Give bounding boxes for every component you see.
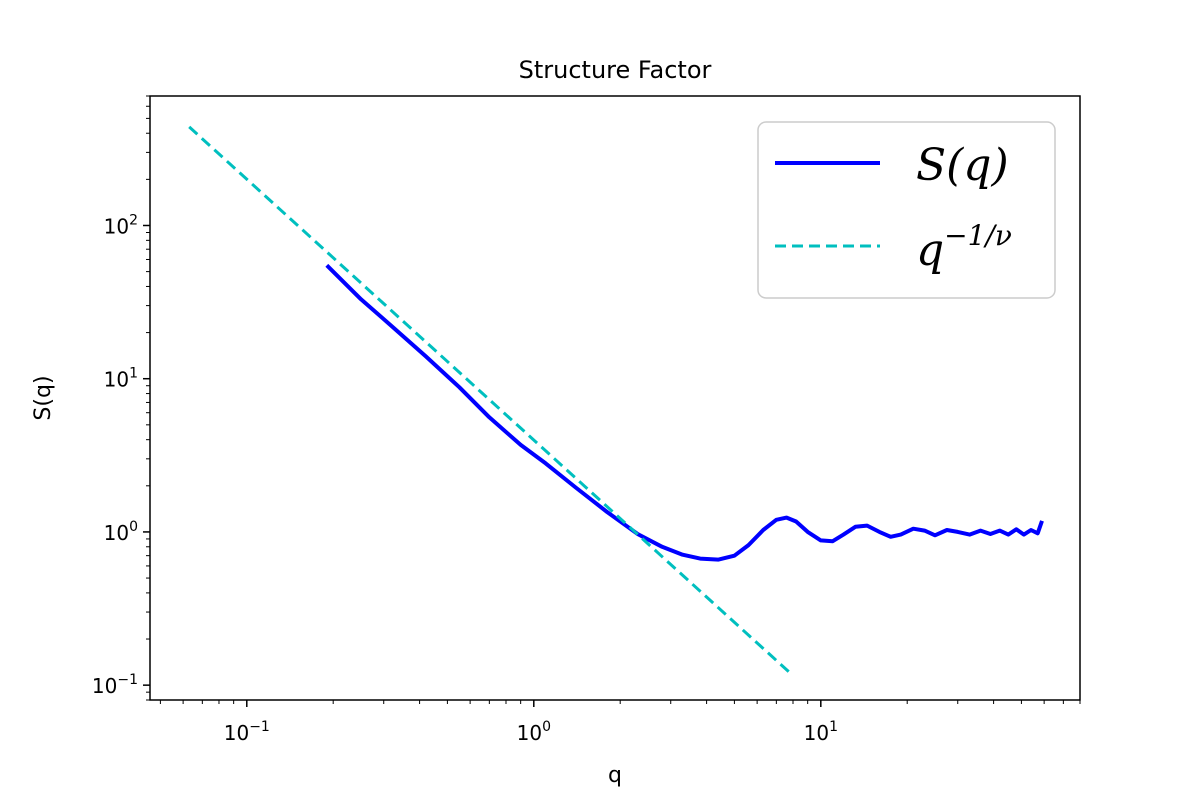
x-tick-label-10-0: 100 (517, 719, 551, 745)
chart-title: Structure Factor (519, 56, 712, 84)
y-tick-label-10-1: 101 (104, 366, 138, 392)
plot-area-frame (149, 95, 1081, 701)
legend: S(q) q−1/ν (757, 121, 1056, 299)
plot-series (188, 125, 1044, 676)
x-tick-label-10-1: 101 (804, 719, 838, 745)
y-tick-label-10-2: 102 (104, 212, 138, 238)
legend-box (757, 121, 1056, 299)
y-tick-label-10-0: 100 (104, 519, 138, 545)
x-tick-label-10-1: 10−1 (224, 719, 270, 745)
series-line-s-of-q (325, 263, 1044, 562)
x-axis-label: q (608, 763, 622, 788)
legend-power-law-exponent: −1/ν (944, 219, 1012, 252)
legend-label-power-law: q−1/ν (916, 219, 1012, 276)
y-axis-label: S(q) (31, 375, 56, 420)
legend-label-s-of-q: S(q) (916, 140, 1009, 191)
legend-power-law-base: q (916, 225, 944, 276)
y-tick-label-10-1: 10−1 (92, 672, 138, 698)
axis-ticks: 10−1 100 101 10−1 100 101 102 (92, 95, 1081, 745)
